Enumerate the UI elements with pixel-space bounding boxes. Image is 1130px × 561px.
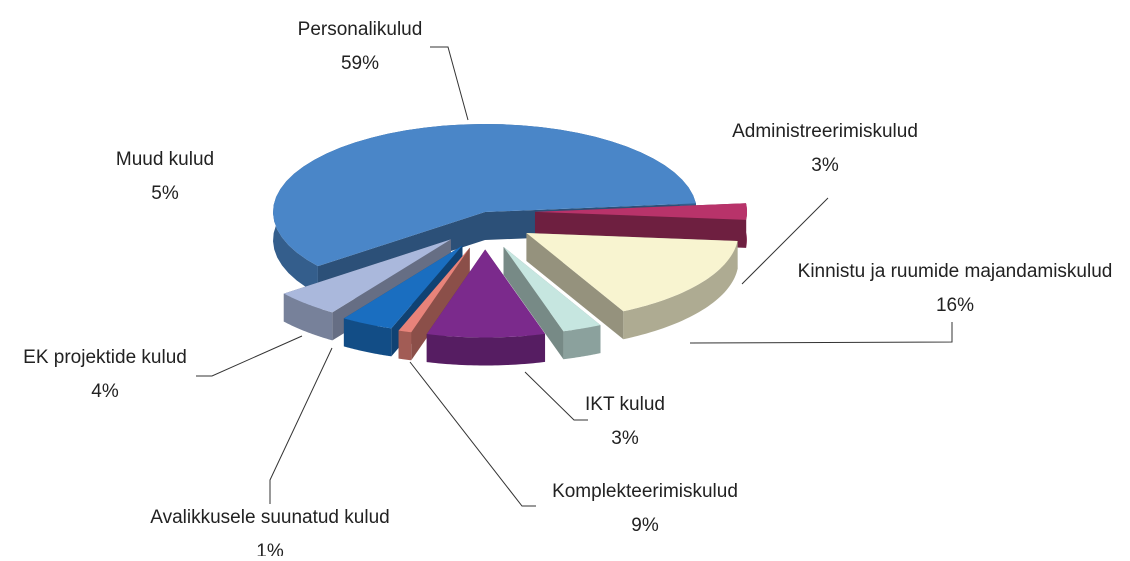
slice [503,246,601,360]
leader-line [689,322,953,344]
category-label: IKT kulud [585,394,665,415]
leader-line [430,46,469,121]
leader-line [741,197,829,285]
leader-line [409,361,536,507]
category-label: Komplekteerimiskulud [552,481,738,502]
slice [426,249,546,366]
slice-top [398,247,470,333]
value-label: 4% [91,381,119,402]
slice-side [273,124,696,295]
slice-edge [503,246,564,360]
slice-top [283,239,451,313]
slice-top [526,232,738,312]
slice-top [503,246,601,332]
slice-edge [398,247,470,359]
category-label: Personalikulud [298,19,423,40]
value-label: 5% [151,183,179,204]
slice [526,232,738,340]
value-label: 16% [936,295,974,316]
category-label: EK projektide kulud [23,347,187,368]
slice-side [283,293,333,341]
value-label: 3% [611,428,639,449]
value-label: 59% [341,53,379,74]
slice-top [343,245,463,329]
slice-top [534,203,747,220]
slice-top [426,249,546,338]
slice-side [623,240,738,340]
value-label: 1% [256,541,284,556]
slice-edge [526,232,624,340]
slice-side [343,318,392,357]
slice-top [273,124,696,267]
slice [534,203,747,248]
value-label: 9% [631,515,659,536]
leader-line [196,335,303,377]
leader-line [269,347,333,504]
value-label: 3% [811,155,839,176]
category-label: Muud kulud [116,149,214,170]
slice-side [563,325,601,360]
slice-side [398,330,412,361]
slice-side [426,333,546,366]
leader-line [524,371,588,421]
slice [398,247,470,361]
category-label: Kinnistu ja ruumide majandamiskulud [798,261,1113,282]
category-label: Administreerimiskulud [732,121,918,142]
category-label: Avalikkusele suunatud kulud [150,507,389,528]
